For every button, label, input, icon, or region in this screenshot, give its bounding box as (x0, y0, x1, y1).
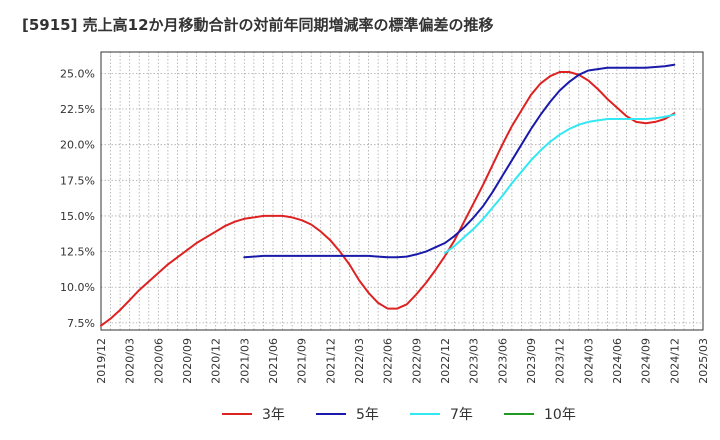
x-tick-label: 2024/09 (640, 338, 653, 384)
x-tick-label: 2020/09 (181, 338, 194, 384)
x-tick-label: 2023/09 (525, 338, 538, 384)
x-tick-label: 2024/03 (582, 338, 595, 384)
plot-frame (100, 51, 704, 331)
y-tick-label: 20.0% (60, 139, 95, 152)
y-tick-label: 7.5% (67, 317, 95, 330)
y-tick-label: 15.0% (60, 210, 95, 223)
series-line (243, 63, 676, 259)
y-tick-label: 12.5% (60, 246, 95, 259)
x-tick-label: 2019/12 (95, 338, 108, 384)
legend-label: 3年 (262, 407, 285, 423)
x-tick-label: 2021/12 (324, 338, 337, 384)
x-tick-label: 2025/03 (697, 338, 710, 384)
x-tick-label: 2020/12 (210, 338, 223, 384)
plot-area (101, 52, 703, 330)
x-tick-label: 2020/03 (124, 338, 137, 384)
x-tick-label: 2022/03 (353, 338, 366, 384)
x-tick-label: 2021/06 (267, 338, 280, 384)
legend-label: 7年 (450, 407, 473, 423)
series-line (444, 113, 676, 254)
y-tick-label: 17.5% (60, 174, 95, 187)
y-tick-label: 10.0% (60, 281, 95, 294)
y-tick-label: 22.5% (60, 103, 95, 116)
legend-label: 10年 (544, 407, 576, 423)
x-tick-label: 2022/12 (439, 338, 452, 384)
legend-label: 5年 (356, 407, 379, 423)
chart-title: [5915] 売上高12か月移動合計の対前年同期増減率の標準偏差の推移 (22, 16, 494, 34)
x-tick-label: 2021/09 (296, 338, 309, 384)
x-tick-label: 2024/06 (611, 338, 624, 384)
x-tick-label: 2023/06 (496, 338, 509, 384)
y-tick-label: 25.0% (60, 67, 95, 80)
x-tick-label: 2024/12 (668, 338, 681, 384)
x-tick-label: 2023/03 (468, 338, 481, 384)
x-tick-label: 2021/03 (238, 338, 251, 384)
x-tick-label: 2022/06 (382, 338, 395, 384)
x-tick-label: 2022/09 (410, 338, 423, 384)
x-tick-label: 2020/06 (152, 338, 165, 384)
x-tick-label: 2023/12 (554, 338, 567, 384)
